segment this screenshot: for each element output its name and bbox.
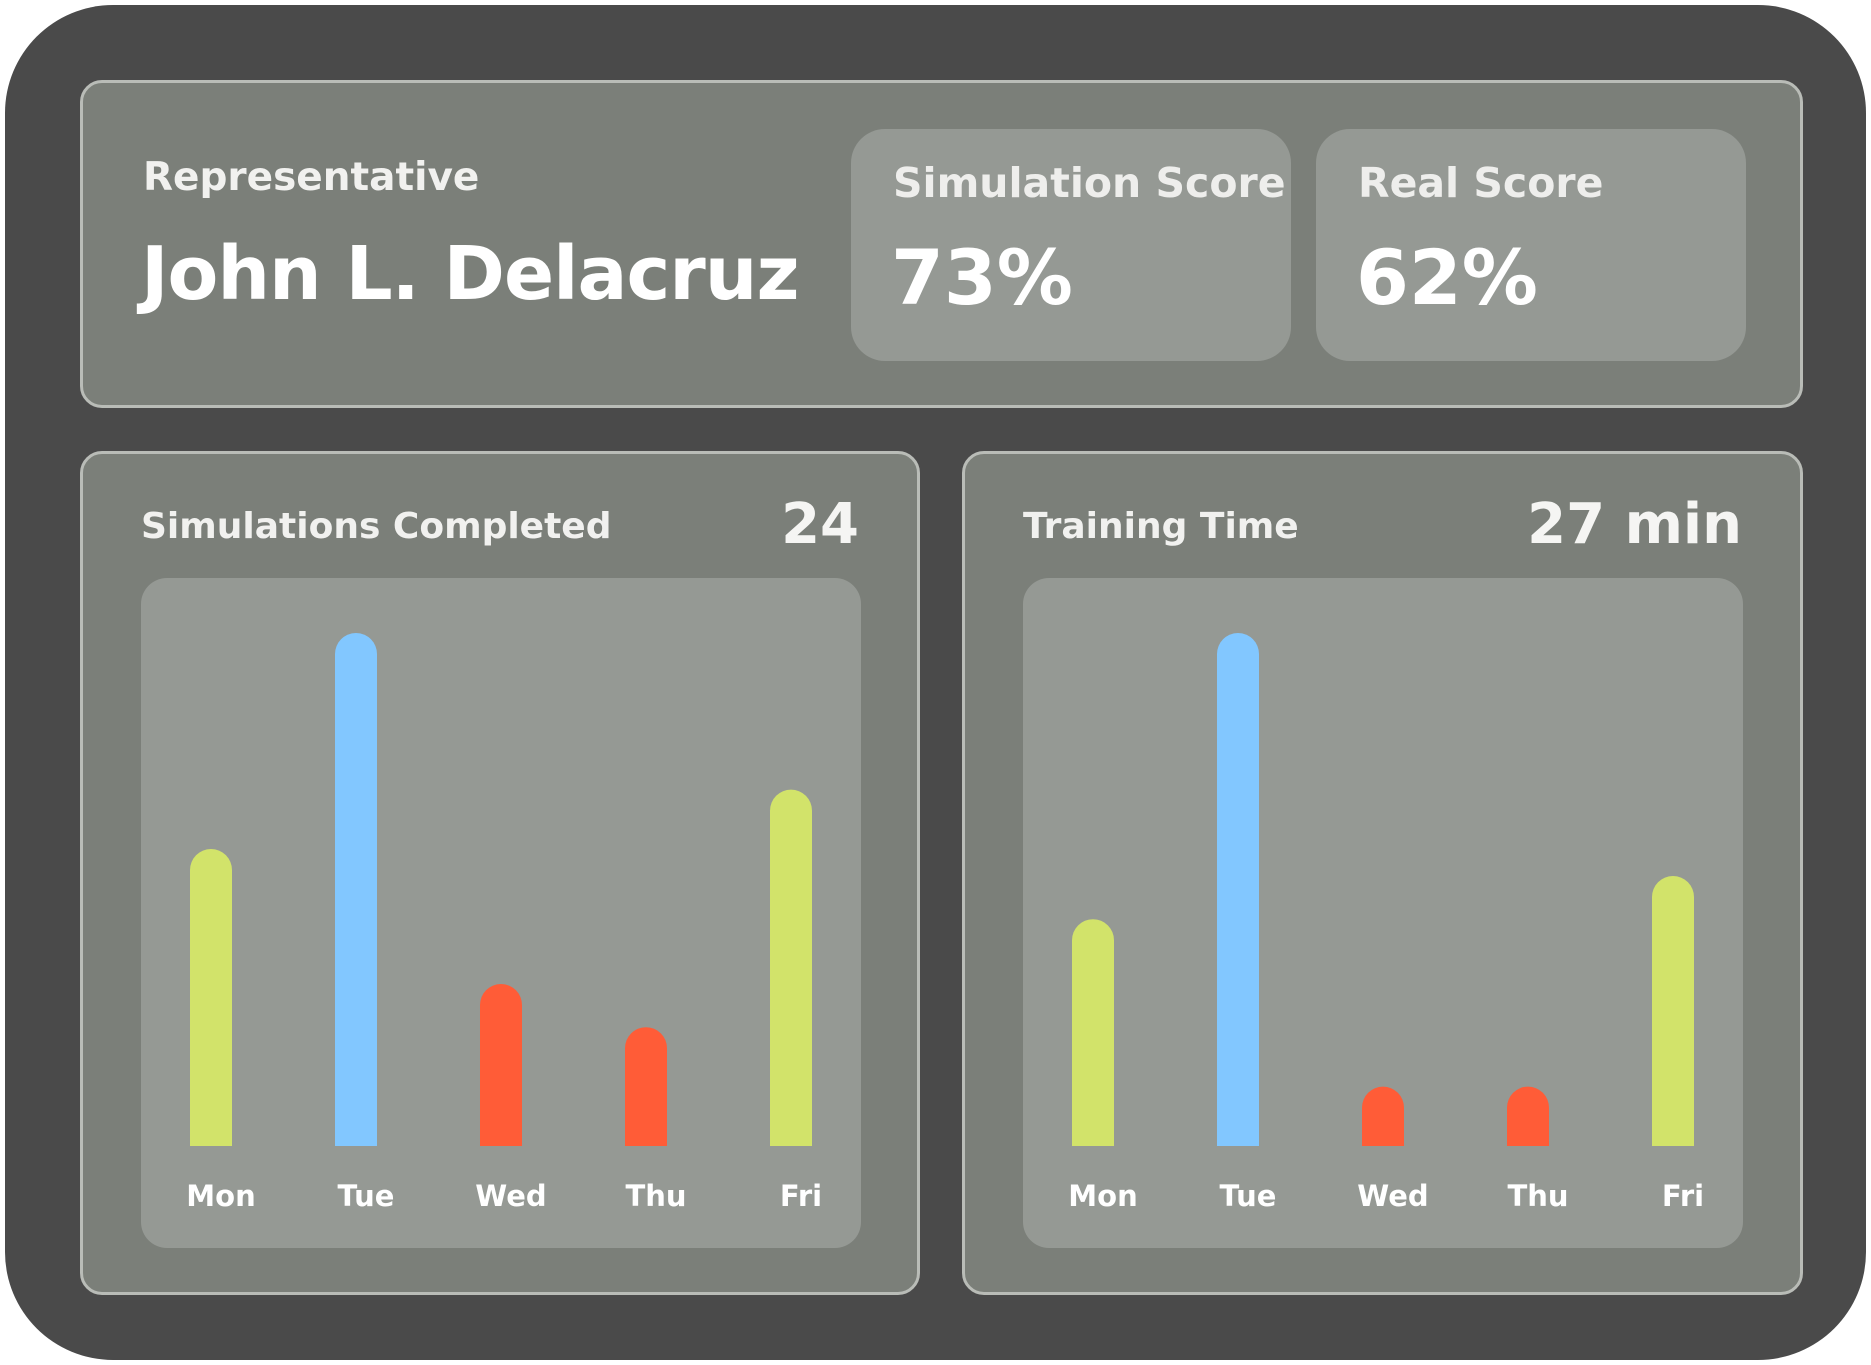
bar-mon[interactable] — [1072, 919, 1114, 1146]
bar-tue[interactable] — [335, 633, 377, 1146]
representative-header: Representative John L. Delacruz Simulati… — [80, 80, 1803, 408]
tick-label-tue: Tue — [338, 1179, 395, 1213]
simulation-score-card[interactable]: Simulation Score 73% — [851, 129, 1291, 361]
bar-wed[interactable] — [480, 984, 522, 1146]
dashboard-frame: Representative John L. Delacruz Simulati… — [5, 5, 1866, 1360]
tick-label-tue: Tue — [1220, 1179, 1277, 1213]
representative-name: John L. Delacruz — [141, 231, 800, 317]
simulations-completed-title: Simulations Completed — [141, 506, 612, 547]
simulations-completed-total: 24 — [781, 492, 859, 557]
bar-thu[interactable] — [1507, 1086, 1549, 1146]
tick-label-wed: Wed — [1357, 1179, 1428, 1213]
bar-wed[interactable] — [1362, 1086, 1404, 1146]
training-time-total: 27 min — [1527, 492, 1742, 557]
tick-label-thu: Thu — [1507, 1179, 1568, 1213]
training-chart-area: Mon Tue Wed Thu Fri — [1023, 578, 1743, 1248]
tick-label-fri: Fri — [780, 1179, 822, 1213]
bar-fri[interactable] — [770, 789, 812, 1146]
simulation-score-label: Simulation Score — [893, 159, 1286, 207]
bar-mon[interactable] — [190, 849, 232, 1146]
tick-label-fri: Fri — [1662, 1179, 1704, 1213]
simulations-chart-area: Mon Tue Wed Thu Fri — [141, 578, 861, 1248]
real-score-value: 62% — [1356, 233, 1538, 322]
real-score-label: Real Score — [1358, 159, 1604, 207]
bar-fri[interactable] — [1652, 876, 1694, 1146]
real-score-card[interactable]: Real Score 62% — [1316, 129, 1746, 361]
tick-label-mon: Mon — [1068, 1179, 1137, 1213]
simulations-bar-chart: Mon Tue Wed Thu Fri — [186, 633, 822, 1213]
representative-label: Representative — [143, 155, 480, 200]
training-time-title: Training Time — [1023, 506, 1299, 547]
tick-label-mon: Mon — [186, 1179, 255, 1213]
bar-tue[interactable] — [1217, 633, 1259, 1146]
tick-label-wed: Wed — [475, 1179, 546, 1213]
simulation-score-value: 73% — [891, 233, 1073, 322]
simulations-completed-panel: Simulations Completed 24 Mon Tue Wed Thu Fri — [80, 451, 920, 1295]
tick-label-thu: Thu — [625, 1179, 686, 1213]
training-time-panel: Training Time 27 min Mon Tue Wed Thu Fri — [962, 451, 1803, 1295]
bar-thu[interactable] — [625, 1027, 667, 1146]
training-bar-chart: Mon Tue Wed Thu Fri — [1068, 633, 1704, 1213]
